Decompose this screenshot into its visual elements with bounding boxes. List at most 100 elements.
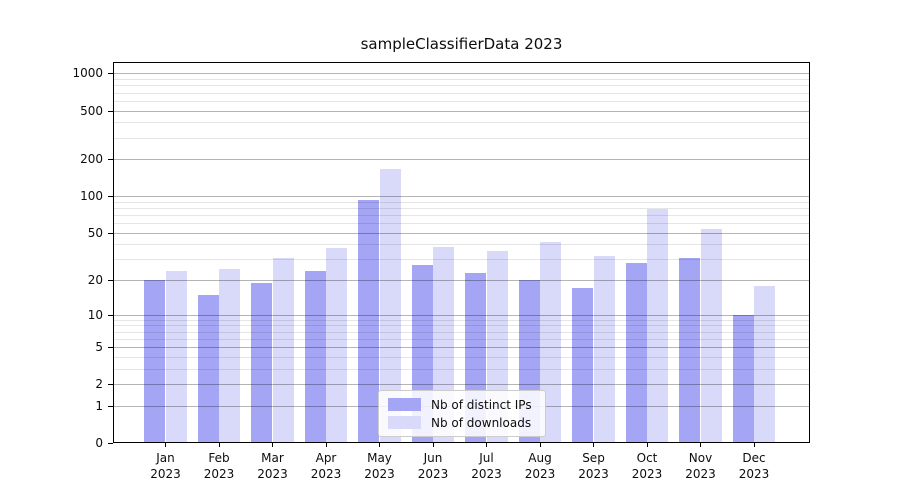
gridline-major-1000 <box>114 73 809 75</box>
x-tick-mark-jun <box>432 443 434 447</box>
x-tick-year: 2023 <box>631 466 663 481</box>
chart-title: sampleClassifierData 2023 <box>360 35 563 53</box>
y-tick-label-1: 1 <box>95 398 103 413</box>
x-tick-year: 2023 <box>150 466 181 481</box>
y-tick-label-0: 0 <box>95 436 103 450</box>
gridline-minor-70 <box>114 215 809 217</box>
x-tick-label-feb: Feb 2023 <box>191 451 247 482</box>
x-tick-month: Sep <box>582 451 605 465</box>
x-tick-mark-sep <box>593 443 594 447</box>
bar-downloads-dec <box>754 285 776 443</box>
y-tick-label-100: 100 <box>80 189 103 204</box>
x-tick-mark-apr <box>325 443 327 447</box>
y-tick-mark-50 <box>108 232 113 234</box>
y-tick-label-20: 20 <box>87 273 103 288</box>
y-tick-mark-0 <box>108 443 113 444</box>
x-tick-year: 2023 <box>257 466 288 481</box>
y-tick-label-10: 10 <box>87 307 103 322</box>
gridline-major-100 <box>114 196 809 198</box>
x-tick-month: Jun <box>423 451 443 465</box>
x-tick-month: Jul <box>479 451 494 465</box>
bar-downloads-may <box>379 168 401 443</box>
bar-distinct-ips-mar <box>251 282 273 443</box>
y-tick-label-200: 200 <box>80 152 103 167</box>
x-tick-mark-aug <box>539 443 541 447</box>
bar-downloads-oct <box>647 208 669 443</box>
y-tick-label-500: 500 <box>80 103 103 118</box>
x-tick-month: Apr <box>315 451 337 465</box>
x-tick-label-apr: Apr 2023 <box>298 451 354 482</box>
gridline-major-200 <box>114 159 809 161</box>
y-tick-mark-500 <box>108 110 113 112</box>
bar-downloads-mar <box>272 257 294 443</box>
y-tick-mark-100 <box>108 196 113 198</box>
x-tick-year: 2023 <box>203 466 235 481</box>
x-tick-month: Feb <box>208 451 230 465</box>
x-tick-label-mar: Mar 2023 <box>245 451 301 482</box>
x-tick-month: May <box>367 451 392 465</box>
x-tick-year: 2023 <box>578 466 609 481</box>
x-tick-year: 2023 <box>738 466 770 481</box>
y-tick-mark-5 <box>108 347 113 349</box>
x-tick-label-dec: Dec 2023 <box>726 451 782 482</box>
x-tick-mark-nov <box>700 443 701 447</box>
y-tick-mark-20 <box>108 280 113 282</box>
bar-downloads-jan <box>165 270 187 443</box>
y-tick-mark-2 <box>108 384 113 386</box>
gridline-minor-600 <box>114 100 809 102</box>
x-tick-month: Aug <box>528 451 552 465</box>
x-tick-mark-oct <box>646 443 648 447</box>
x-tick-year: 2023 <box>471 466 502 481</box>
x-tick-label-aug: Aug 2023 <box>512 451 568 482</box>
x-tick-label-oct: Oct 2023 <box>619 451 675 482</box>
x-tick-mark-may <box>379 443 380 447</box>
x-tick-year: 2023 <box>685 466 716 481</box>
legend-swatch-downloads <box>388 416 421 429</box>
bar-downloads-feb <box>219 268 241 443</box>
gridline-minor-700 <box>114 92 809 94</box>
bar-distinct-ips-oct <box>625 262 647 443</box>
gridline-minor-900 <box>114 79 809 81</box>
y-tick-mark-1 <box>108 405 113 407</box>
x-tick-year: 2023 <box>417 466 449 481</box>
gridline-minor-400 <box>114 122 809 124</box>
x-tick-year: 2023 <box>524 466 556 481</box>
legend-item-downloads: Nb of downloads <box>388 416 545 430</box>
gridline-minor-800 <box>114 85 809 87</box>
x-tick-label-jan: Jan 2023 <box>138 451 194 482</box>
bar-downloads-sep <box>593 255 615 443</box>
y-tick-label-2: 2 <box>95 377 103 392</box>
x-tick-mark-feb <box>218 443 220 447</box>
bar-downloads-apr <box>326 248 348 443</box>
gridline-minor-90 <box>114 201 809 203</box>
legend-label-downloads: Nb of downloads <box>431 415 532 430</box>
gridline-major-500 <box>114 110 809 112</box>
bar-downloads-nov <box>700 228 722 443</box>
bar-distinct-ips-dec <box>732 314 754 443</box>
gridline-minor-80 <box>114 207 809 209</box>
bar-distinct-ips-nov <box>679 257 701 443</box>
y-tick-mark-1000 <box>108 73 113 75</box>
x-tick-mark-jan <box>165 443 166 447</box>
y-tick-mark-200 <box>108 159 113 161</box>
x-tick-month: Oct <box>636 451 658 465</box>
x-tick-label-may: May 2023 <box>352 451 408 482</box>
x-tick-mark-mar <box>272 443 273 447</box>
x-tick-label-nov: Nov 2023 <box>673 451 729 482</box>
gridline-minor-60 <box>114 223 809 225</box>
bar-distinct-ips-apr <box>304 270 326 443</box>
legend-item-distinct-ips: Nb of distinct IPs <box>388 398 545 412</box>
legend: Nb of distinct IPs Nb of downloads <box>378 390 546 437</box>
x-tick-mark-dec <box>753 443 755 447</box>
bar-distinct-ips-jan <box>144 280 166 443</box>
y-tick-label-1000: 1000 <box>72 66 103 81</box>
x-tick-mark-jul <box>486 443 487 447</box>
legend-swatch-distinct-ips <box>388 398 421 411</box>
x-tick-label-jun: Jun 2023 <box>405 451 461 482</box>
x-tick-month: Dec <box>742 451 766 465</box>
y-tick-label-50: 50 <box>87 225 103 240</box>
bar-distinct-ips-may <box>358 200 380 443</box>
x-tick-month: Mar <box>261 451 284 465</box>
x-tick-year: 2023 <box>310 466 342 481</box>
